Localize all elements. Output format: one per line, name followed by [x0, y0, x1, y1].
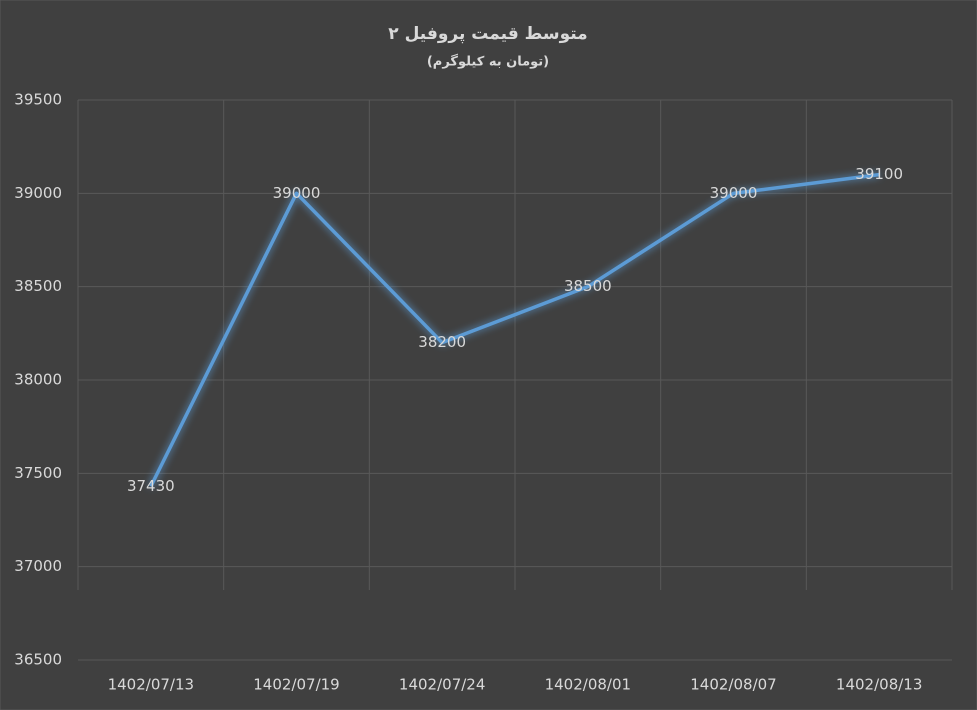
data-label: 39100: [855, 165, 903, 183]
x-tick-label: 1402/07/13: [108, 676, 194, 694]
y-tick-label: 37000: [14, 557, 62, 575]
y-tick-label: 36500: [14, 651, 62, 669]
data-label: 38200: [418, 333, 466, 351]
x-tick-label: 1402/07/24: [399, 676, 485, 694]
y-tick-label: 39500: [14, 91, 62, 109]
y-tick-label: 38500: [14, 277, 62, 295]
data-label: 38500: [564, 277, 612, 295]
x-tick-label: 1402/08/07: [690, 676, 776, 694]
x-tick-label: 1402/07/19: [253, 676, 339, 694]
x-tick-label: 1402/08/13: [836, 676, 922, 694]
chart-subtitle: (تومان به کیلوگرم): [427, 54, 549, 70]
chart-title: متوسط قیمت پروفیل ۲: [388, 24, 587, 44]
data-label: 39000: [273, 184, 321, 202]
y-tick-label: 37500: [14, 464, 62, 482]
data-label: 39000: [710, 184, 758, 202]
line: [149, 172, 880, 488]
y-tick-label: 39000: [14, 184, 62, 202]
y-tick-label: 38000: [14, 371, 62, 389]
x-tick-label: 1402/08/01: [545, 676, 631, 694]
data-label: 37430: [127, 477, 175, 495]
